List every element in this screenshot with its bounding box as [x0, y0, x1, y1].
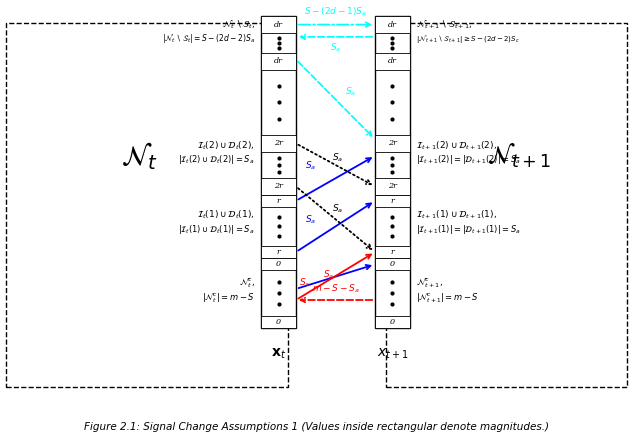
Text: 2r: 2r [274, 140, 283, 147]
Bar [261, 178, 296, 194]
Text: $\mathcal{N}_{t+1} \setminus \mathcal{S}_{t+1}$,: $\mathcal{N}_{t+1} \setminus \mathcal{S}… [417, 18, 473, 31]
Bar [375, 17, 410, 328]
Bar [375, 178, 410, 194]
Bar [261, 53, 296, 70]
Bar [375, 246, 410, 258]
Text: $|\mathcal{N}_t^c| = m-S$: $|\mathcal{N}_t^c| = m-S$ [202, 291, 254, 305]
Text: $\mathcal{N}_{t+1}^c$,: $\mathcal{N}_{t+1}^c$, [417, 277, 443, 290]
Text: $S_a$: $S_a$ [323, 269, 334, 281]
Text: $m-S-S_a$: $m-S-S_a$ [311, 283, 360, 295]
Text: $|\mathcal{I}_{t+1}(2)| = |\mathcal{D}_{t+1}(2)| = S_a$: $|\mathcal{I}_{t+1}(2)| = |\mathcal{D}_{… [417, 153, 521, 167]
Text: $|\mathcal{I}_t(2) \cup \mathcal{D}_t(2)| = S_a$: $|\mathcal{I}_t(2) \cup \mathcal{D}_t(2)… [179, 153, 254, 167]
Bar [261, 135, 296, 152]
Bar [375, 316, 410, 328]
Text: dr: dr [274, 20, 283, 29]
Text: $\mathcal{N}_t \setminus \mathcal{S}_t$,: $\mathcal{N}_t \setminus \mathcal{S}_t$, [222, 18, 254, 31]
Text: $x_{t+1}$: $x_{t+1}$ [377, 346, 408, 361]
Text: $\mathcal{I}_{t+1}(1) \cup \mathcal{D}_{t+1}(1)$,: $\mathcal{I}_{t+1}(1) \cup \mathcal{D}_{… [417, 209, 497, 221]
Bar [261, 17, 296, 33]
Bar [386, 23, 627, 387]
Text: $S_a$: $S_a$ [299, 276, 310, 289]
Text: r: r [277, 197, 280, 205]
Bar [261, 258, 296, 270]
Bar [6, 23, 288, 387]
Text: $\mathcal{N}_{t+1}$: $\mathcal{N}_{t+1}$ [487, 142, 551, 170]
Bar [375, 258, 410, 270]
Bar [375, 53, 410, 70]
Bar [375, 17, 410, 33]
Bar [261, 17, 296, 328]
Text: r: r [391, 197, 394, 205]
Text: $S_a$: $S_a$ [305, 213, 316, 225]
Text: 2r: 2r [388, 183, 397, 191]
Text: $\mathbf{x}_t$: $\mathbf{x}_t$ [271, 346, 286, 361]
Text: $\mathcal{N}_t^c$,: $\mathcal{N}_t^c$, [239, 277, 254, 290]
Text: $|\mathcal{N}_{t+1} \setminus \mathcal{S}_{t+1}| \geq S-(2d-2)S_c$: $|\mathcal{N}_{t+1} \setminus \mathcal{S… [417, 33, 520, 45]
Text: Figure 2.1: Signal Change Assumptions 1 (Values inside rectangular denote magnit: Figure 2.1: Signal Change Assumptions 1 … [84, 422, 549, 432]
Text: $S_a$: $S_a$ [332, 203, 344, 215]
Text: $\mathcal{I}_t(1) \cup \mathcal{D}_t(1)$,: $\mathcal{I}_t(1) \cup \mathcal{D}_t(1)$… [197, 209, 254, 221]
Text: r: r [391, 248, 394, 256]
Bar [261, 194, 296, 207]
Text: $\mathcal{I}_{t+1}(2) \cup \mathcal{D}_{t+1}(2)$,: $\mathcal{I}_{t+1}(2) \cup \mathcal{D}_{… [417, 139, 497, 152]
Text: 0: 0 [276, 260, 281, 268]
Text: $S_a$: $S_a$ [345, 86, 356, 99]
Text: 0: 0 [390, 318, 395, 326]
Bar [261, 246, 296, 258]
Bar [375, 194, 410, 207]
Text: 0: 0 [390, 260, 395, 268]
Bar [375, 135, 410, 152]
Text: 2r: 2r [274, 183, 283, 191]
Text: $|\mathcal{N}_{t+1}^c| = m-S$: $|\mathcal{N}_{t+1}^c| = m-S$ [417, 291, 479, 305]
Text: r: r [277, 248, 280, 256]
Bar [261, 316, 296, 328]
Text: $|\mathcal{I}_{t+1}(1)| = |\mathcal{D}_{t+1}(1)| = S_a$: $|\mathcal{I}_{t+1}(1)| = |\mathcal{D}_{… [417, 223, 521, 236]
Text: $S_a$: $S_a$ [330, 42, 341, 54]
Text: $S_a$: $S_a$ [332, 152, 344, 164]
Text: $S_a$: $S_a$ [305, 160, 316, 172]
Text: $\mathcal{N}_t$: $\mathcal{N}_t$ [121, 140, 158, 172]
Text: dr: dr [388, 58, 397, 65]
Text: 2r: 2r [388, 140, 397, 147]
Text: $S-(2d-1)S_a$: $S-(2d-1)S_a$ [304, 6, 367, 18]
Text: dr: dr [388, 20, 397, 29]
Text: 0: 0 [276, 318, 281, 326]
Text: $|\mathcal{N}_t \setminus \mathcal{S}_t| = S-(2d-2)S_a$: $|\mathcal{N}_t \setminus \mathcal{S}_t|… [161, 32, 254, 45]
Text: $|\mathcal{I}_t(1) \cup \mathcal{D}_t(1)| = S_a$: $|\mathcal{I}_t(1) \cup \mathcal{D}_t(1)… [179, 223, 254, 236]
Text: $\mathcal{I}_t(2) \cup \mathcal{D}_t(2)$,: $\mathcal{I}_t(2) \cup \mathcal{D}_t(2)$… [197, 139, 254, 152]
Text: dr: dr [274, 58, 283, 65]
